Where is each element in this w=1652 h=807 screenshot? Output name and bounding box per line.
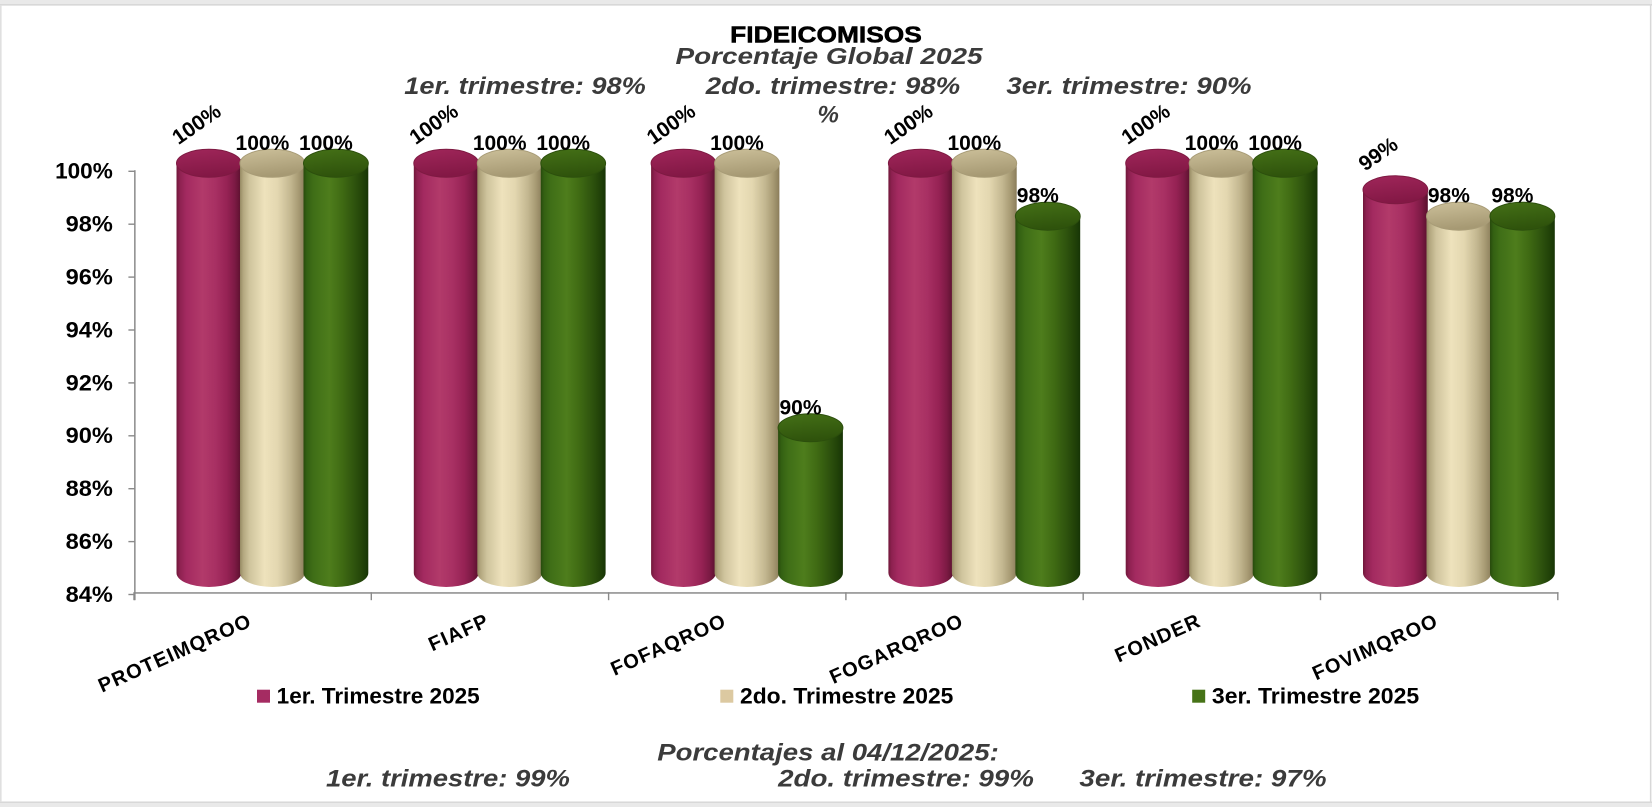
svg-text:100%: 100% — [1248, 132, 1302, 155]
svg-text:3er. trimestre: 90%: 3er. trimestre: 90% — [1006, 73, 1251, 100]
svg-text:94%: 94% — [66, 317, 113, 342]
svg-text:100%: 100% — [299, 132, 353, 155]
svg-text:3er. trimestre: 97%: 3er. trimestre: 97% — [1079, 766, 1326, 793]
svg-text:96%: 96% — [66, 265, 113, 290]
svg-text:100%: 100% — [536, 132, 590, 155]
svg-text:100%: 100% — [236, 132, 290, 155]
svg-text:1er. Trimestre 2025: 1er. Trimestre 2025 — [277, 684, 480, 709]
svg-text:88%: 88% — [66, 476, 113, 501]
svg-text:92%: 92% — [66, 370, 113, 395]
svg-text:98%: 98% — [1491, 185, 1533, 208]
svg-text:86%: 86% — [66, 529, 113, 554]
svg-text:%: % — [818, 102, 839, 129]
svg-text:90%: 90% — [779, 396, 821, 419]
svg-text:Porcentajes al 04/12/2025:: Porcentajes al 04/12/2025: — [657, 740, 999, 767]
svg-text:2do. trimestre: 98%: 2do. trimestre: 98% — [705, 73, 961, 100]
svg-text:100%: 100% — [947, 132, 1001, 155]
svg-text:3er. Trimestre 2025: 3er. Trimestre 2025 — [1212, 684, 1419, 709]
svg-text:1er. trimestre: 98%: 1er. trimestre: 98% — [404, 73, 646, 100]
svg-text:2do. Trimestre 2025: 2do. Trimestre 2025 — [740, 684, 953, 709]
svg-text:100%: 100% — [473, 132, 527, 155]
svg-text:98%: 98% — [66, 212, 113, 237]
svg-text:98%: 98% — [1017, 185, 1059, 208]
svg-text:1er. trimestre: 99%: 1er. trimestre: 99% — [326, 766, 570, 793]
svg-text:84%: 84% — [66, 582, 113, 607]
svg-text:100%: 100% — [710, 132, 764, 155]
svg-text:100%: 100% — [55, 159, 113, 184]
svg-text:98%: 98% — [1428, 185, 1470, 208]
svg-text:Porcentaje Global 2025: Porcentaje Global 2025 — [676, 43, 984, 69]
svg-text:100%: 100% — [1185, 132, 1239, 155]
svg-text:FIDEICOMISOS: FIDEICOMISOS — [730, 22, 922, 48]
svg-text:90%: 90% — [66, 423, 113, 448]
svg-text:2do. trimestre: 99%: 2do. trimestre: 99% — [777, 766, 1034, 793]
